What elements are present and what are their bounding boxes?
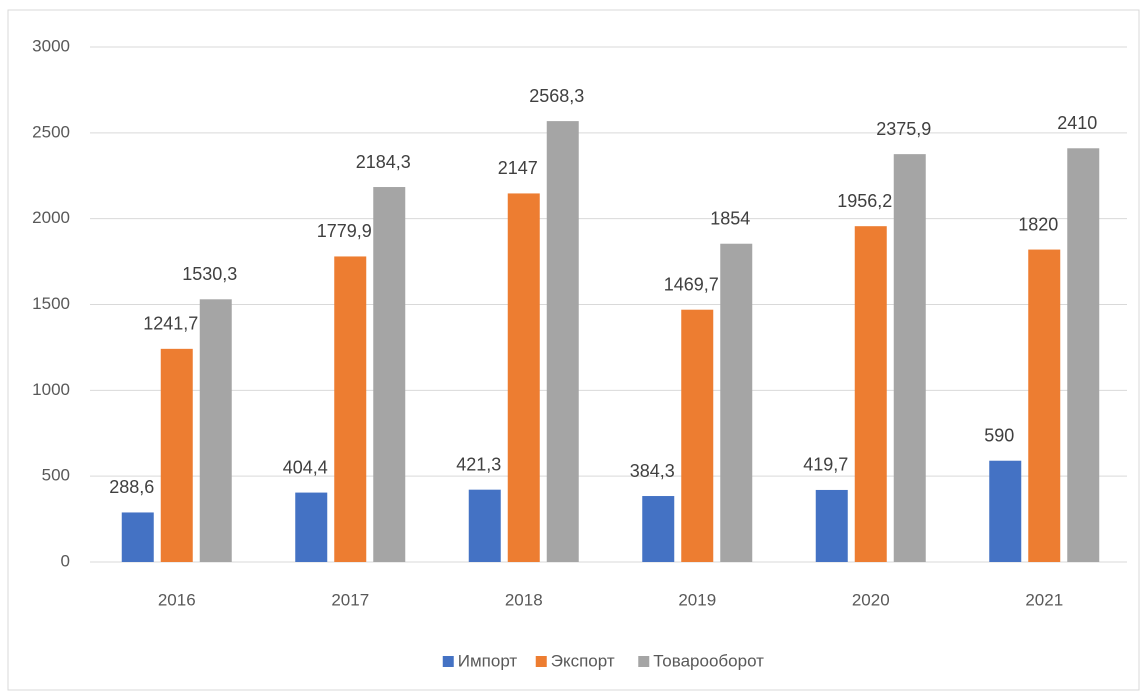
bar <box>121 512 154 562</box>
x-tick-label: 2016 <box>158 590 196 609</box>
bar <box>1028 249 1061 563</box>
bar <box>199 299 232 562</box>
value-label: 404,4 <box>283 457 328 477</box>
value-label: 2147 <box>498 158 538 178</box>
value-label: 590 <box>984 425 1014 445</box>
value-label: 1241,7 <box>143 314 198 334</box>
value-label: 288,6 <box>109 477 154 497</box>
bar <box>334 256 367 562</box>
legend-label: Товарооборот <box>653 651 764 670</box>
value-label: 421,3 <box>456 454 501 474</box>
legend-swatch <box>535 656 547 667</box>
value-label: 2375,9 <box>876 119 931 139</box>
bar <box>468 489 501 562</box>
value-label: 2410 <box>1057 113 1097 133</box>
x-tick-label: 2020 <box>852 590 890 609</box>
value-label: 419,7 <box>803 455 848 475</box>
value-label: 384,3 <box>630 461 675 481</box>
value-label: 1854 <box>710 208 750 228</box>
y-tick-label: 1000 <box>32 380 70 399</box>
bar <box>815 489 848 562</box>
bar <box>546 121 579 563</box>
bar <box>1067 148 1100 563</box>
value-label: 1956,2 <box>837 191 892 211</box>
legend-swatch <box>442 656 454 667</box>
y-tick-label: 0 <box>61 551 70 570</box>
bar <box>507 193 540 562</box>
bar <box>893 154 926 563</box>
value-label: 2184,3 <box>356 152 411 172</box>
bar <box>989 460 1022 562</box>
bar <box>642 496 675 562</box>
x-tick-label: 2017 <box>331 590 369 609</box>
x-tick-label: 2019 <box>678 590 716 609</box>
value-label: 1779,9 <box>317 221 372 241</box>
y-tick-label: 2500 <box>32 122 70 141</box>
legend-label: Экспорт <box>551 651 615 670</box>
value-label: 2568,3 <box>529 86 584 106</box>
bar <box>854 226 887 562</box>
legend-swatch <box>638 656 650 667</box>
x-tick-label: 2021 <box>1025 590 1063 609</box>
legend-label: Импорт <box>458 651 518 670</box>
bar <box>160 348 193 562</box>
bar <box>373 187 406 562</box>
y-tick-label: 3000 <box>32 36 70 55</box>
y-tick-label: 500 <box>42 466 70 485</box>
value-label: 1530,3 <box>182 264 237 284</box>
bar <box>681 309 714 562</box>
y-tick-label: 1500 <box>32 294 70 313</box>
value-label: 1820 <box>1018 214 1058 234</box>
x-tick-label: 2018 <box>505 590 543 609</box>
bar <box>720 243 753 563</box>
value-label: 1469,7 <box>664 274 719 294</box>
y-tick-label: 2000 <box>32 208 70 227</box>
bar <box>295 492 328 562</box>
